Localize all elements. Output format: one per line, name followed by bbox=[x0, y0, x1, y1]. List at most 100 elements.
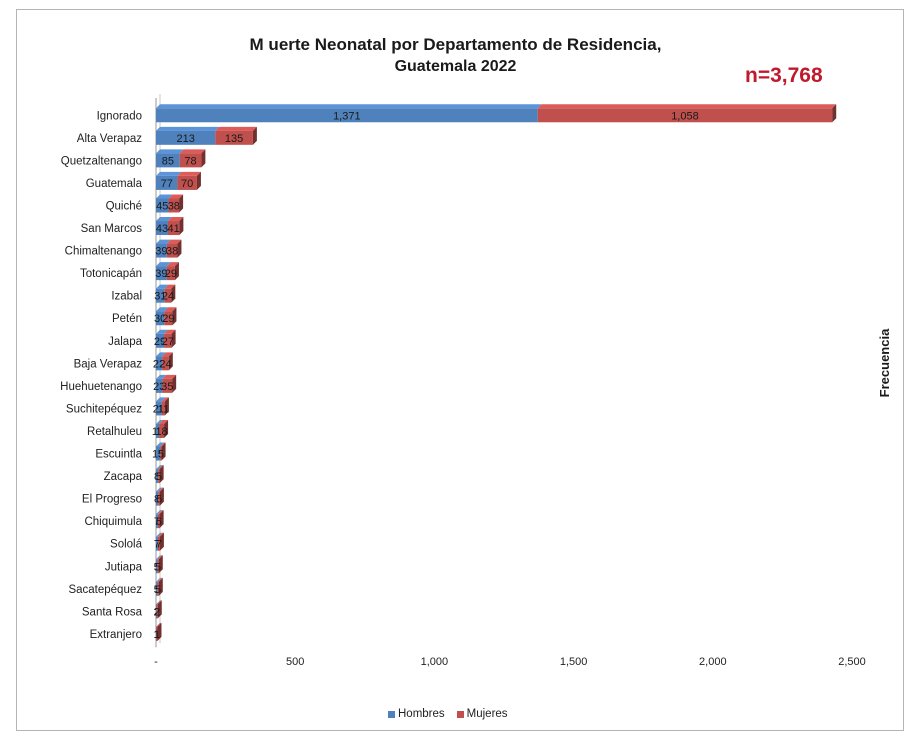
bar-top-hombres bbox=[156, 352, 167, 357]
bar-side-mujeres bbox=[832, 104, 837, 123]
bar-hombres bbox=[156, 108, 538, 123]
data-label-mujeres: 135 bbox=[225, 133, 243, 145]
bar-mujeres bbox=[158, 491, 160, 506]
bar-mujeres bbox=[156, 626, 158, 641]
data-label-mujeres: 41 bbox=[168, 223, 180, 235]
data-label-mujeres: 1,058 bbox=[671, 110, 699, 122]
bar-top-hombres bbox=[156, 555, 162, 560]
bar-top-mujeres bbox=[164, 307, 177, 312]
data-label-hombres: 31 bbox=[154, 291, 166, 303]
bar-top-hombres bbox=[156, 532, 162, 537]
category-label: Suchitepéquez bbox=[66, 403, 142, 415]
category-label: Chimaltenango bbox=[65, 246, 142, 258]
bar-mujeres bbox=[164, 333, 172, 348]
bar-mujeres bbox=[159, 423, 165, 438]
bar-top-mujeres bbox=[156, 600, 162, 605]
bar-top-hombres bbox=[156, 217, 172, 222]
bar-side-mujeres bbox=[159, 465, 164, 484]
x-tick-label: 2,500 bbox=[838, 656, 866, 668]
legend-swatch-mujeres bbox=[456, 710, 464, 718]
category-label: Zacapa bbox=[104, 471, 143, 483]
bar-hombres bbox=[156, 581, 158, 596]
bar-side-mujeres bbox=[172, 374, 177, 393]
data-label-hombres: 39 bbox=[155, 268, 167, 280]
bar-hombres bbox=[156, 221, 168, 236]
bar-hombres bbox=[156, 514, 158, 529]
data-label-mujeres: 5 bbox=[155, 584, 161, 596]
bar-hombres bbox=[156, 153, 180, 168]
category-label: Alta Verapaz bbox=[77, 133, 142, 145]
bar-side-mujeres bbox=[159, 510, 164, 529]
data-label-hombres: 8 bbox=[154, 471, 160, 483]
category-label: San Marcos bbox=[81, 223, 143, 235]
legend-swatch-hombres bbox=[388, 710, 395, 718]
bar-hombres bbox=[156, 536, 158, 551]
bar-hombres bbox=[156, 491, 159, 506]
category-label: Quiché bbox=[106, 200, 142, 212]
bar-top-mujeres bbox=[158, 487, 164, 492]
bar-top-hombres bbox=[156, 194, 173, 199]
bar-top-mujeres bbox=[156, 622, 162, 627]
bar-top-hombres bbox=[156, 577, 162, 582]
category-label: Ignorado bbox=[97, 110, 142, 122]
data-label-mujeres: 38 bbox=[168, 200, 180, 212]
bar-side-mujeres bbox=[252, 126, 257, 145]
bar-top-mujeres bbox=[168, 194, 184, 199]
bar-hombres bbox=[156, 266, 167, 281]
category-label: Totonicapán bbox=[80, 268, 142, 280]
bar-top-mujeres bbox=[167, 217, 184, 222]
bar-side-mujeres bbox=[161, 442, 166, 461]
legend-label-mujeres: Mujeres bbox=[466, 708, 508, 720]
category-label: Huehuetenango bbox=[60, 381, 142, 393]
chart-title: M uerte Neonatal por Departamento de Res… bbox=[249, 35, 662, 54]
data-label-hombres: 39 bbox=[155, 246, 167, 258]
data-label-mujeres: 6 bbox=[156, 494, 162, 506]
bar-top-hombres bbox=[156, 465, 163, 470]
bar-top-mujeres bbox=[164, 329, 176, 334]
bar-hombres bbox=[156, 378, 163, 393]
bar-side-mujeres bbox=[159, 532, 164, 551]
bar-hombres bbox=[156, 288, 165, 303]
bar-mujeres bbox=[168, 198, 180, 213]
bar-hombres bbox=[156, 446, 161, 461]
category-label: Jutiapa bbox=[105, 561, 143, 573]
bar-top-mujeres bbox=[159, 419, 169, 424]
x-tick-label: - bbox=[154, 656, 158, 668]
bar-mujeres bbox=[158, 469, 160, 484]
category-label: Jalapa bbox=[108, 336, 142, 348]
data-label-hombres: 85 bbox=[162, 155, 174, 167]
bar-top-mujeres bbox=[215, 126, 257, 131]
bar-mujeres bbox=[215, 130, 253, 145]
legend-label-hombres: Hombres bbox=[398, 708, 445, 720]
bar-hombres bbox=[156, 333, 165, 348]
category-label: Chiquimula bbox=[84, 516, 142, 528]
bar-mujeres bbox=[179, 153, 202, 168]
bar-top-hombres bbox=[156, 262, 171, 267]
bar-mujeres bbox=[157, 559, 159, 574]
data-label-hombres: 11 bbox=[152, 426, 163, 438]
bar-top-mujeres bbox=[166, 239, 182, 244]
bar-mujeres bbox=[156, 604, 158, 619]
data-label-mujeres: 5 bbox=[155, 561, 161, 573]
bar-side-mujeres bbox=[179, 217, 184, 236]
bar-top-hombres bbox=[156, 284, 169, 289]
data-label-mujeres: 78 bbox=[184, 155, 196, 167]
bar-top-mujeres bbox=[162, 374, 177, 379]
data-label-hombres: 5 bbox=[154, 584, 160, 596]
category-label: Petén bbox=[112, 313, 142, 325]
bar-mujeres bbox=[162, 378, 173, 393]
data-label-hombres: 7 bbox=[154, 539, 160, 551]
data-label-hombres: 8 bbox=[154, 494, 160, 506]
category-label: Baja Verapaz bbox=[74, 358, 143, 370]
category-label: Izabal bbox=[111, 291, 142, 303]
bar-side-mujeres bbox=[159, 487, 164, 506]
bar-hombres bbox=[156, 423, 160, 438]
bar-mujeres bbox=[162, 356, 169, 371]
bar-mujeres bbox=[164, 288, 172, 303]
bar-top-mujeres bbox=[160, 442, 166, 447]
category-label: Extranjero bbox=[90, 629, 142, 641]
x-tick-label: 500 bbox=[286, 656, 304, 668]
bar-top-hombres bbox=[156, 329, 169, 334]
bar-side-mujeres bbox=[164, 397, 169, 416]
bar-mujeres bbox=[537, 108, 833, 123]
